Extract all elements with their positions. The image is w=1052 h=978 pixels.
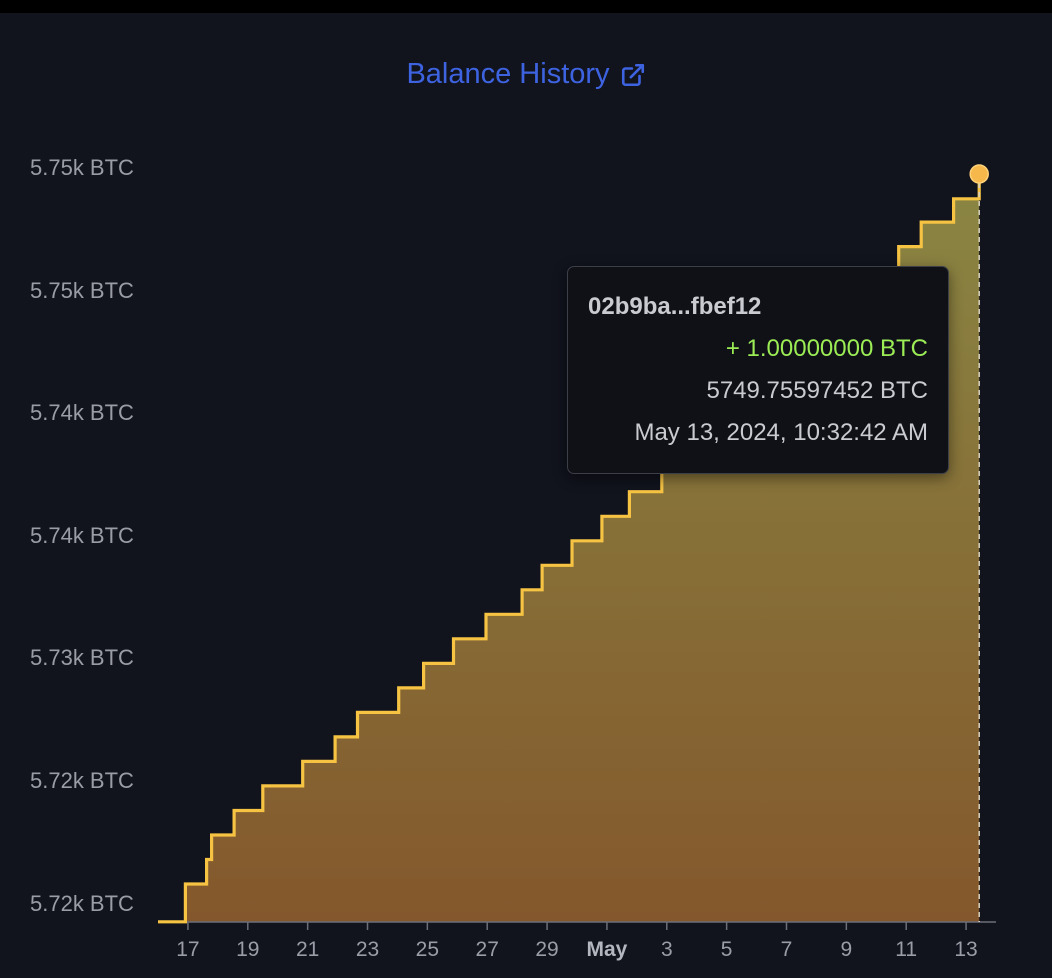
top-bar [0, 0, 1052, 13]
tooltip-txid: 02b9ba...fbef12 [588, 293, 762, 320]
y-tick-label: 5.72k BTC [30, 768, 134, 794]
x-tick-label: 11 [895, 938, 918, 961]
x-tick-label: 17 [176, 938, 200, 961]
x-tick-label: 21 [295, 938, 320, 961]
tooltip-balance: 5749.75597452 BTC [706, 377, 928, 404]
x-tick-label: 19 [236, 938, 260, 961]
balance-area [158, 174, 980, 922]
x-tick-label: 5 [720, 938, 733, 961]
x-tick-label: May [586, 938, 628, 961]
tooltip-timestamp: May 13, 2024, 10:32:42 AM [634, 419, 928, 446]
tooltip-amount: + 1.00000000 BTC [725, 335, 928, 362]
y-tick-label: 5.73k BTC [30, 645, 134, 671]
x-tick-label: 25 [415, 938, 440, 961]
chart-tooltip: 02b9ba...fbef12 + 1.00000000 BTC 5749.75… [567, 266, 949, 474]
x-tick-label: 23 [355, 938, 380, 961]
x-tick-label: 13 [954, 938, 978, 961]
x-tick-label: 3 [660, 938, 673, 961]
y-tick-label: 5.75k BTC [30, 155, 134, 181]
x-tick-label: 9 [840, 938, 853, 961]
y-tick-label: 5.74k BTC [30, 522, 134, 548]
y-tick-label: 5.72k BTC [30, 890, 134, 916]
x-tick-label: 7 [780, 938, 793, 961]
external-link-icon [621, 63, 644, 86]
y-tick-label: 5.74k BTC [30, 400, 134, 426]
chart-title: Balance History [406, 58, 610, 90]
balance-history-link[interactable]: Balance History [406, 58, 645, 91]
hover-point [969, 164, 989, 184]
x-tick-label: 29 [535, 938, 559, 961]
chart-header: Balance History [0, 58, 1052, 91]
y-tick-label: 5.75k BTC [30, 277, 134, 303]
x-tick-label: 27 [475, 938, 499, 961]
